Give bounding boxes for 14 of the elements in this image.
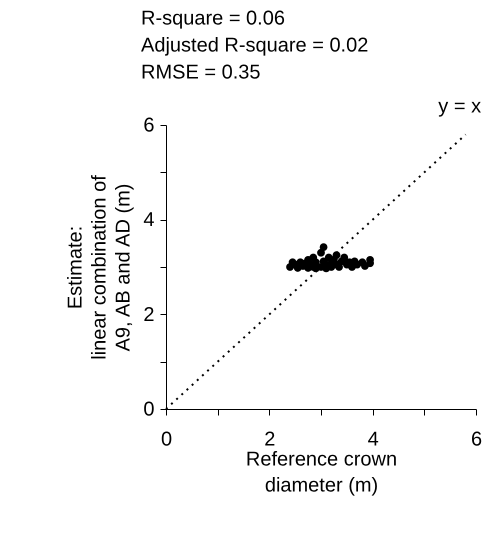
text: Adjusted R-square = 0.02	[141, 34, 368, 56]
x-tick-label: 4	[368, 428, 379, 450]
y-axis-title: Estimate: linear combination of A9, AB and AD (m)	[64, 174, 134, 360]
x-tick-label: 2	[264, 428, 276, 450]
y-tick-label: 4	[143, 209, 154, 232]
series-label: y = x	[438, 95, 482, 118]
y-tick-label: 6	[143, 114, 154, 136]
x-tick-label: 6	[470, 428, 482, 450]
y-tick-label: 2	[143, 304, 154, 326]
text: RMSE = 0.35	[141, 61, 261, 84]
y-tick-label: 0	[143, 398, 154, 420]
x-axis-title: Reference crown diameter (m)	[246, 448, 398, 496]
x-tick-label: 0	[160, 428, 172, 450]
text: R-square = 0.06	[141, 7, 285, 30]
